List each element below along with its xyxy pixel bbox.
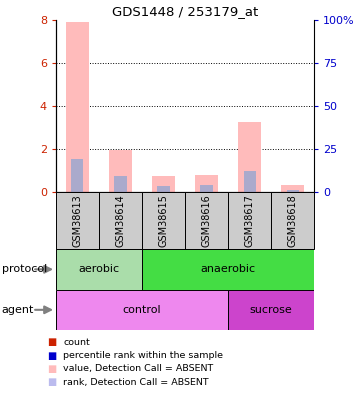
Text: ■: ■ <box>47 364 56 374</box>
Bar <box>244 171 256 192</box>
Text: GSM38616: GSM38616 <box>201 194 212 247</box>
Bar <box>56 192 99 249</box>
Text: agent: agent <box>2 305 34 315</box>
Bar <box>281 185 304 192</box>
Text: percentile rank within the sample: percentile rank within the sample <box>63 351 223 360</box>
Text: ■: ■ <box>47 337 56 347</box>
Bar <box>195 175 218 192</box>
Bar <box>271 192 314 249</box>
Bar <box>200 185 213 192</box>
Text: GSM38613: GSM38613 <box>73 194 82 247</box>
Bar <box>56 290 228 330</box>
Text: GSM38617: GSM38617 <box>244 194 255 247</box>
Text: GSM38614: GSM38614 <box>116 194 126 247</box>
Bar <box>71 159 83 192</box>
Text: count: count <box>63 338 90 347</box>
Text: control: control <box>123 305 161 315</box>
Text: rank, Detection Call = ABSENT: rank, Detection Call = ABSENT <box>63 378 209 387</box>
Text: protocol: protocol <box>2 264 47 274</box>
Bar <box>228 192 271 249</box>
Text: aerobic: aerobic <box>78 264 119 274</box>
Title: GDS1448 / 253179_at: GDS1448 / 253179_at <box>112 5 258 18</box>
Bar <box>287 190 299 192</box>
Text: sucrose: sucrose <box>250 305 292 315</box>
Bar <box>109 150 132 192</box>
Text: value, Detection Call = ABSENT: value, Detection Call = ABSENT <box>63 364 213 373</box>
Bar <box>99 192 142 249</box>
Bar <box>114 176 126 192</box>
Text: ■: ■ <box>47 351 56 360</box>
Bar <box>66 22 89 192</box>
Bar <box>157 186 170 192</box>
Text: ■: ■ <box>47 377 56 387</box>
Bar <box>142 192 185 249</box>
Bar <box>185 192 228 249</box>
Bar <box>228 290 314 330</box>
Bar <box>238 122 261 192</box>
Bar <box>142 249 314 290</box>
Bar <box>152 176 175 192</box>
Text: GSM38618: GSM38618 <box>288 194 297 247</box>
Text: anaerobic: anaerobic <box>200 264 256 274</box>
Text: GSM38615: GSM38615 <box>158 194 169 247</box>
Bar <box>56 249 142 290</box>
